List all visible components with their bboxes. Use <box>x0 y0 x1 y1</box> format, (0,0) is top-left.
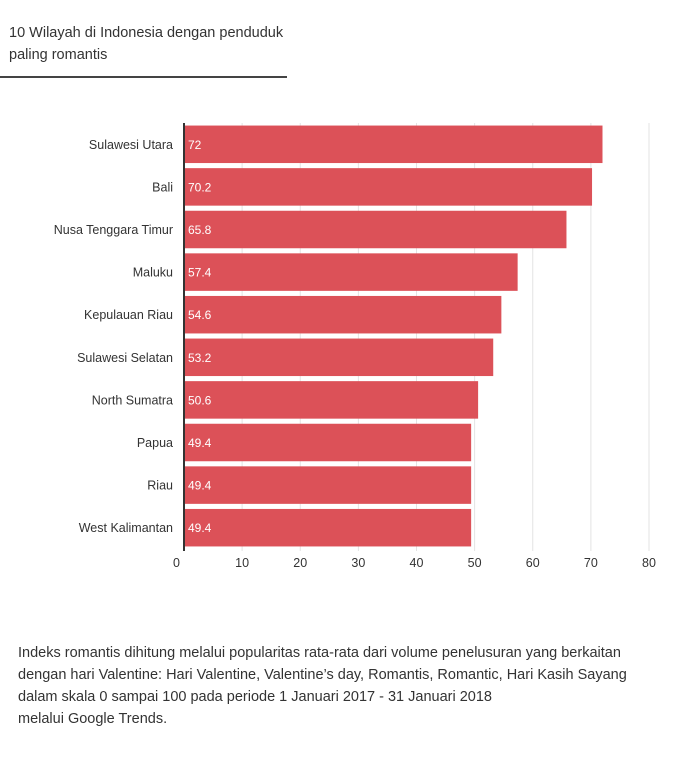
bar-0 <box>184 125 603 164</box>
value-label-8: 49.4 <box>188 479 212 493</box>
x-tick-label-30: 30 <box>351 556 365 570</box>
category-label-9: West Kalimantan <box>79 521 173 535</box>
bar-9 <box>184 508 472 547</box>
x-tick-label-0: 0 <box>173 556 180 570</box>
value-label-9: 49.4 <box>188 521 212 535</box>
x-tick-label-20: 20 <box>293 556 307 570</box>
x-tick-label-60: 60 <box>526 556 540 570</box>
category-label-7: Papua <box>137 436 173 450</box>
bar-6 <box>184 381 479 419</box>
bar-1 <box>184 168 593 206</box>
bar-8 <box>184 466 472 504</box>
category-label-3: Maluku <box>133 266 173 280</box>
footnote-line-2: dengan hari Valentine: Hari Valentine, V… <box>18 667 627 683</box>
footnote-line-4: melalui Google Trends. <box>18 711 168 727</box>
value-label-2: 65.8 <box>188 223 212 237</box>
category-label-1: Bali <box>152 180 173 194</box>
x-tick-label-70: 70 <box>584 556 598 570</box>
value-label-0: 72 <box>188 138 202 152</box>
footnote: Indeks romantis dihitung melalui popular… <box>18 642 658 730</box>
category-label-5: Sulawesi Selatan <box>77 351 173 365</box>
chart-header: 10 Wilayah di Indonesia dengan penduduk … <box>9 22 287 66</box>
bar-7 <box>184 423 472 462</box>
category-label-2: Nusa Tenggara Timur <box>54 223 173 237</box>
footnote-line-1: Indeks romantis dihitung melalui popular… <box>18 645 621 661</box>
value-label-1: 70.2 <box>188 180 212 194</box>
value-label-7: 49.4 <box>188 436 212 450</box>
footnote-line-3: dalam skala 0 sampai 100 pada periode 1 … <box>18 689 492 705</box>
category-label-4: Kepulauan Riau <box>84 308 173 322</box>
bar-5 <box>184 338 494 377</box>
value-label-6: 50.6 <box>188 393 212 407</box>
chart-title-line-2: paling romantis <box>9 47 108 63</box>
bar-3 <box>184 253 518 291</box>
x-tick-label-40: 40 <box>410 556 424 570</box>
x-tick-label-10: 10 <box>235 556 249 570</box>
category-label-6: North Sumatra <box>92 393 173 407</box>
x-tick-label-80: 80 <box>642 556 656 570</box>
category-label-0: Sulawesi Utara <box>89 138 173 152</box>
title-underline <box>0 76 287 78</box>
value-label-3: 57.4 <box>188 266 212 280</box>
x-tick-label-50: 50 <box>468 556 482 570</box>
category-label-8: Riau <box>147 479 173 493</box>
chart-title-line-1: 10 Wilayah di Indonesia dengan penduduk <box>9 25 284 41</box>
bar-4 <box>184 295 502 334</box>
bar-2 <box>184 210 567 249</box>
value-label-5: 53.2 <box>188 351 212 365</box>
value-label-4: 54.6 <box>188 308 212 322</box>
bar-chart: Sulawesi Utara 72 Bali 70.2 Nusa Tenggara Ti… <box>54 123 656 570</box>
